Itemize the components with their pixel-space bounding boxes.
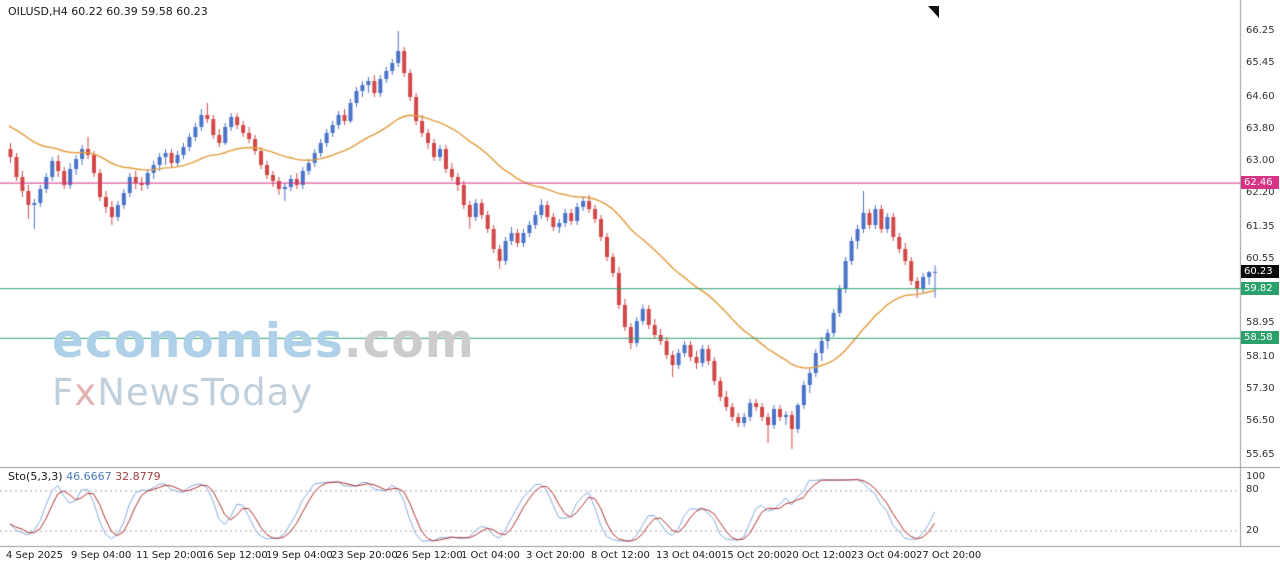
stochastic-k-value: 46.6667 <box>66 470 112 483</box>
stochastic-readout: Sto(5,3,3) 46.6667 32.8779 <box>8 470 161 483</box>
symbol-ohlc-readout: OILUSD,H4 60.22 60.39 59.58 60.23 <box>8 5 208 18</box>
watermark-fxnewstoday: FxNewsToday <box>52 371 314 414</box>
watermark: economies.com FxNewsToday <box>52 314 475 414</box>
stochastic-d-value: 32.8779 <box>115 470 161 483</box>
stochastic-name: Sto(5,3,3) <box>8 470 63 483</box>
watermark-economies: economies.com <box>52 314 475 369</box>
chart-shift-marker-icon[interactable] <box>928 6 939 18</box>
